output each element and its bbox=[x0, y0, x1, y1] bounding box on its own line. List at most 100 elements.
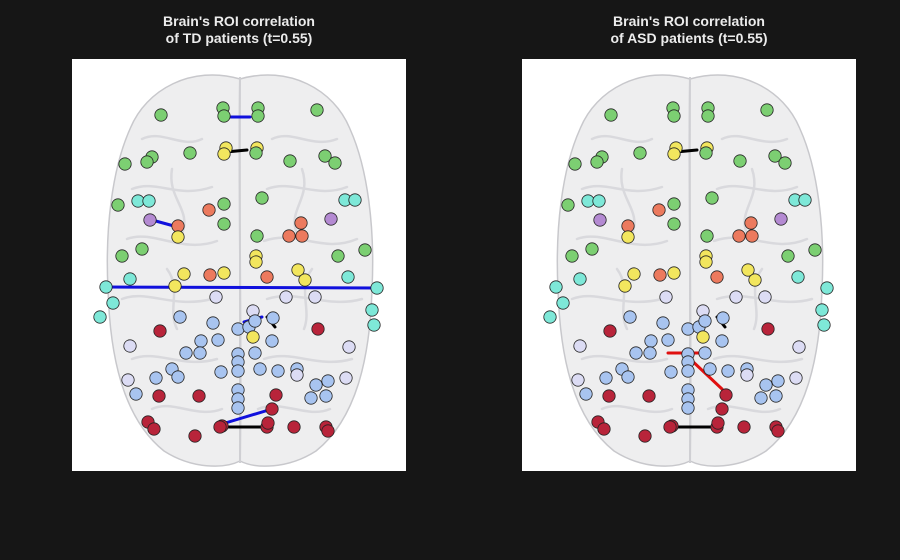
asd-roi-node[interactable] bbox=[571, 373, 585, 387]
td-roi-node[interactable] bbox=[193, 346, 207, 360]
td-roi-node[interactable] bbox=[152, 389, 166, 403]
td-roi-node[interactable] bbox=[143, 213, 157, 227]
asd-roi-node[interactable] bbox=[663, 420, 677, 434]
td-roi-node[interactable] bbox=[123, 339, 137, 353]
td-roi-node[interactable] bbox=[231, 401, 245, 415]
td-roi-node[interactable] bbox=[269, 388, 283, 402]
asd-roi-node[interactable] bbox=[817, 318, 831, 332]
td-roi-node[interactable] bbox=[318, 149, 332, 163]
asd-roi-node[interactable] bbox=[774, 212, 788, 226]
asd-roi-node[interactable] bbox=[791, 270, 805, 284]
asd-roi-node[interactable] bbox=[644, 334, 658, 348]
asd-roi-node[interactable] bbox=[729, 290, 743, 304]
asd-roi-node[interactable] bbox=[579, 387, 593, 401]
td-roi-node[interactable] bbox=[251, 109, 265, 123]
td-roi-node[interactable] bbox=[311, 322, 325, 336]
td-roi-node[interactable] bbox=[93, 310, 107, 324]
asd-roi-node[interactable] bbox=[681, 401, 695, 415]
asd-roi-node[interactable] bbox=[681, 322, 695, 336]
td-roi-node[interactable] bbox=[183, 146, 197, 160]
asd-roi-node[interactable] bbox=[642, 389, 656, 403]
td-roi-node[interactable] bbox=[179, 346, 193, 360]
td-roi-node[interactable] bbox=[153, 324, 167, 338]
td-roi-node[interactable] bbox=[248, 346, 262, 360]
asd-roi-node[interactable] bbox=[705, 191, 719, 205]
td-roi-node[interactable] bbox=[294, 216, 308, 230]
td-roi-node[interactable] bbox=[171, 230, 185, 244]
td-roi-node[interactable] bbox=[265, 334, 279, 348]
asd-roi-node[interactable] bbox=[543, 310, 557, 324]
td-roi-node[interactable] bbox=[308, 290, 322, 304]
asd-roi-node[interactable] bbox=[661, 333, 675, 347]
asd-roi-node[interactable] bbox=[667, 147, 681, 161]
td-roi-node[interactable] bbox=[290, 368, 304, 382]
td-roi-node[interactable] bbox=[171, 219, 185, 233]
td-roi-node[interactable] bbox=[177, 267, 191, 281]
td-roi-node[interactable] bbox=[106, 296, 120, 310]
td-roi-node[interactable] bbox=[321, 424, 335, 438]
asd-roi-node[interactable] bbox=[808, 243, 822, 257]
asd-roi-node[interactable] bbox=[667, 266, 681, 280]
td-roi-node[interactable] bbox=[154, 108, 168, 122]
td-roi-node[interactable] bbox=[118, 157, 132, 171]
asd-roi-node[interactable] bbox=[696, 330, 710, 344]
td-roi-node[interactable] bbox=[265, 402, 279, 416]
asd-roi-node[interactable] bbox=[758, 290, 772, 304]
td-roi-node[interactable] bbox=[99, 280, 113, 294]
td-roi-node[interactable] bbox=[140, 155, 154, 169]
asd-roi-node[interactable] bbox=[769, 389, 783, 403]
td-roi-node[interactable] bbox=[149, 371, 163, 385]
asd-roi-node[interactable] bbox=[621, 230, 635, 244]
td-roi-node[interactable] bbox=[213, 420, 227, 434]
td-roi-node[interactable] bbox=[249, 146, 263, 160]
asd-roi-node[interactable] bbox=[701, 109, 715, 123]
asd-roi-node[interactable] bbox=[759, 378, 773, 392]
td-roi-node[interactable] bbox=[217, 217, 231, 231]
td-roi-node[interactable] bbox=[304, 391, 318, 405]
asd-roi-node[interactable] bbox=[629, 346, 643, 360]
asd-roi-node[interactable] bbox=[604, 108, 618, 122]
asd-roi-node[interactable] bbox=[561, 198, 575, 212]
td-roi-node[interactable] bbox=[129, 387, 143, 401]
asd-roi-node[interactable] bbox=[820, 281, 834, 295]
td-roi-node[interactable] bbox=[319, 389, 333, 403]
td-roi-node[interactable] bbox=[192, 389, 206, 403]
td-roi-node[interactable] bbox=[250, 229, 264, 243]
asd-roi-node[interactable] bbox=[633, 146, 647, 160]
asd-roi-node[interactable] bbox=[768, 149, 782, 163]
asd-roi-node[interactable] bbox=[659, 290, 673, 304]
asd-roi-node[interactable] bbox=[602, 389, 616, 403]
asd-roi-node[interactable] bbox=[781, 249, 795, 263]
asd-roi-node[interactable] bbox=[656, 316, 670, 330]
td-roi-node[interactable] bbox=[253, 362, 267, 376]
asd-roi-node[interactable] bbox=[664, 365, 678, 379]
asd-roi-node[interactable] bbox=[549, 280, 563, 294]
asd-roi-node[interactable] bbox=[597, 422, 611, 436]
asd-roi-node[interactable] bbox=[740, 368, 754, 382]
asd-roi-node[interactable] bbox=[599, 371, 613, 385]
asd-roi-node[interactable] bbox=[573, 272, 587, 286]
td-roi-node[interactable] bbox=[206, 316, 220, 330]
asd-roi-node[interactable] bbox=[748, 273, 762, 287]
td-roi-node[interactable] bbox=[342, 340, 356, 354]
asd-roi-node[interactable] bbox=[627, 267, 641, 281]
td-roi-node[interactable] bbox=[217, 197, 231, 211]
td-roi-node[interactable] bbox=[309, 378, 323, 392]
asd-roi-node[interactable] bbox=[556, 296, 570, 310]
td-roi-node[interactable] bbox=[367, 318, 381, 332]
asd-roi-node[interactable] bbox=[732, 229, 746, 243]
asd-roi-node[interactable] bbox=[745, 229, 759, 243]
td-roi-node[interactable] bbox=[188, 429, 202, 443]
td-roi-node[interactable] bbox=[348, 193, 362, 207]
asd-roi-node[interactable] bbox=[573, 339, 587, 353]
asd-roi-node[interactable] bbox=[716, 311, 730, 325]
asd-roi-node[interactable] bbox=[778, 156, 792, 170]
td-roi-node[interactable] bbox=[231, 322, 245, 336]
asd-roi-node[interactable] bbox=[771, 424, 785, 438]
asd-roi-node[interactable] bbox=[581, 194, 595, 208]
asd-roi-node[interactable] bbox=[638, 429, 652, 443]
asd-roi-node[interactable] bbox=[593, 213, 607, 227]
asd-roi-node[interactable] bbox=[710, 270, 724, 284]
asd-roi-node[interactable] bbox=[715, 402, 729, 416]
td-roi-node[interactable] bbox=[283, 154, 297, 168]
